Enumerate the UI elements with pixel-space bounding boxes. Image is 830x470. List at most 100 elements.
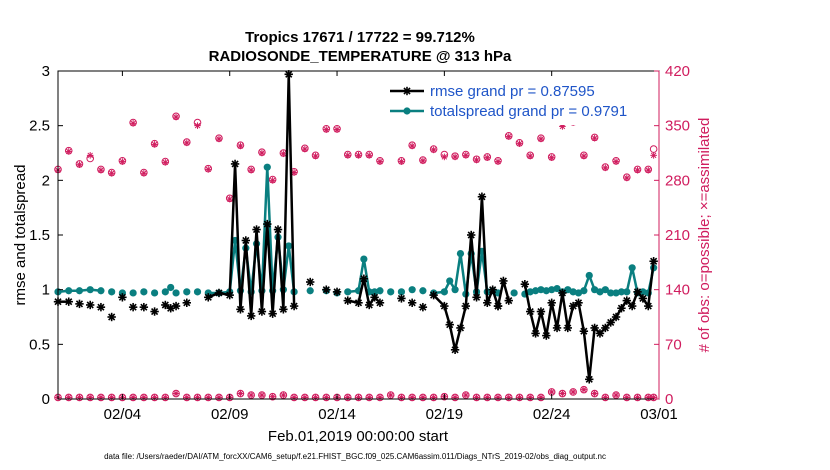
y-right-tick-label: 210: [665, 227, 690, 244]
obs-low-assimilated-point: [634, 394, 641, 401]
legend-rmse-marker: [402, 86, 412, 96]
obs-low-assimilated-point: [505, 394, 513, 401]
spread-point: [285, 242, 293, 250]
spread-point: [344, 288, 352, 296]
obs-low-assimilated-point: [451, 394, 459, 401]
y-axis-left: 0 0.5 1 1.5 2 2.5 3: [29, 63, 63, 408]
obs-low-assimilated-point: [559, 390, 566, 397]
obs-low-assimilated-point: [483, 394, 491, 401]
obs-assimilated-point: [108, 170, 115, 177]
obs-low-assimilated-point: [398, 394, 405, 401]
spread-point: [612, 289, 620, 297]
chart-title-line1: Tropics 17671 / 17722 = 99.712%: [245, 29, 475, 46]
obs-assimilated-point: [408, 142, 416, 150]
obs-assimilated-point: [494, 158, 502, 165]
series-spread: [54, 163, 658, 298]
spread-point: [108, 288, 116, 296]
obs-assimilated-point: [204, 166, 212, 173]
rmse-point: [483, 298, 492, 307]
rmse-point: [182, 298, 191, 307]
obs-low-assimilated-point: [280, 391, 287, 399]
obs-count-series: [54, 112, 658, 402]
obs-low-assimilated-point: [140, 394, 148, 401]
spread-point: [161, 288, 169, 296]
rmse-point: [225, 290, 234, 300]
rmse-point: [638, 294, 648, 303]
spread-point: [150, 289, 159, 297]
spread-point: [639, 288, 647, 296]
rmse-point: [332, 287, 342, 297]
spread-point: [553, 284, 561, 293]
rmse-point: [322, 285, 331, 294]
obs-assimilated-point: [451, 153, 459, 161]
obs-assimilated-point: [237, 142, 244, 150]
spread-point: [65, 287, 73, 295]
obs-possible-point: [649, 145, 658, 153]
rmse-point: [633, 287, 642, 297]
rmse-point: [611, 312, 621, 322]
rmse-line-segment: [207, 73, 296, 318]
obs-assimilated-point: [258, 149, 266, 157]
obs-assimilated-point: [602, 164, 609, 172]
y-right-tick-label: 70: [665, 336, 682, 353]
y-right-tick-label: 350: [665, 118, 690, 135]
obs-assimilated-point: [247, 166, 255, 174]
obs-low-assimilated-point: [365, 394, 373, 401]
rmse-point: [461, 301, 471, 311]
obs-low-assimilated-point: [151, 394, 158, 401]
rmse-point: [488, 285, 497, 294]
obs-assimilated-point: [580, 152, 588, 160]
obs-low-assimilated-point: [269, 393, 276, 400]
obs-assimilated-point: [269, 177, 276, 184]
obs-assimilated-point: [119, 158, 126, 165]
obs-low-assimilated-point: [473, 394, 480, 401]
rmse-point: [450, 345, 460, 354]
y-axis-left-label: rmse and totalspread: [12, 165, 29, 306]
rmse-point: [429, 290, 438, 300]
x-tick-label: 02/04: [104, 406, 142, 423]
spread-point: [456, 249, 465, 258]
rmse-point: [241, 236, 251, 245]
obs-low-assimilated-point: [204, 394, 212, 401]
spread-point: [451, 286, 459, 294]
spread-point: [628, 264, 636, 272]
y-left-tick-label: 2: [42, 172, 50, 189]
legend-rmse-label: rmse grand pr = 0.87595: [430, 83, 595, 100]
y-right-tick-label: 0: [665, 391, 673, 408]
obs-assimilated-point: [376, 158, 384, 165]
obs-assimilated-point: [462, 152, 470, 159]
rmse-point: [585, 375, 594, 384]
obs-assimilated-point: [194, 122, 201, 129]
rmse-point: [128, 302, 138, 312]
spread-point: [531, 287, 540, 295]
obs-low-assimilated-point: [494, 394, 502, 401]
obs-assimilated-point: [280, 150, 287, 158]
rmse-point: [606, 318, 615, 327]
obs-low-assimilated-point: [408, 394, 416, 401]
rmse-point: [257, 307, 267, 316]
rmse-line-segment: [432, 195, 500, 352]
spread-point: [172, 289, 180, 297]
rmse-point: [445, 320, 454, 329]
spread-point: [306, 287, 314, 295]
rmse-point: [558, 288, 567, 298]
spread-point: [585, 271, 593, 280]
spread-point: [408, 286, 416, 294]
rmse-point: [579, 327, 589, 336]
obs-assimilated-point: [505, 133, 513, 140]
rmse-point: [493, 301, 503, 311]
spread-point: [397, 288, 406, 296]
y-right-tick-label: 140: [665, 282, 690, 299]
spread-point: [419, 287, 427, 295]
obs-assimilated-point: [430, 146, 437, 154]
rmse-point: [139, 302, 149, 312]
rmse-point: [574, 298, 583, 307]
spread-point: [97, 287, 105, 295]
rmse-point: [590, 323, 599, 333]
obs-low-assimilated-point: [237, 390, 244, 397]
rmse-point: [547, 298, 556, 307]
rmse-point: [96, 302, 106, 312]
obs-assimilated-point: [323, 126, 330, 133]
obs-low-assimilated-point: [537, 394, 545, 401]
